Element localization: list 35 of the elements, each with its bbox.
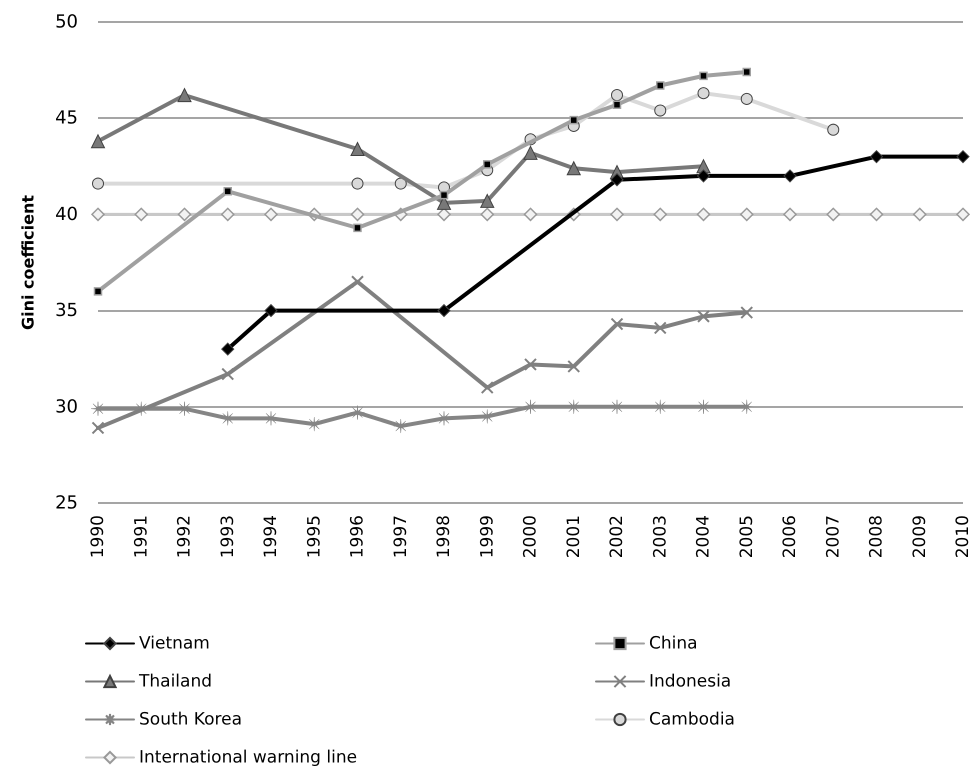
legend-label: Indonesia xyxy=(649,672,732,692)
x-tick-label: 1990 xyxy=(88,515,108,558)
x-tick-label: 1999 xyxy=(477,515,498,558)
x-tick-label: 1998 xyxy=(434,515,454,558)
legend-label: Cambodia xyxy=(649,710,735,730)
y-tick-label: 40 xyxy=(55,204,78,225)
legend-label: Thailand xyxy=(138,672,212,692)
x-tick-label: 1993 xyxy=(218,515,238,558)
x-tick-label: 1992 xyxy=(174,515,194,558)
x-tick-label: 2003 xyxy=(650,515,670,558)
x-tick-label: 2004 xyxy=(694,515,714,558)
y-tick-label: 35 xyxy=(55,300,78,322)
legend-label: South Korea xyxy=(139,710,242,730)
x-tick-label: 1997 xyxy=(390,515,411,558)
x-tick-label: 1991 xyxy=(131,515,152,558)
x-tick-label: 2005 xyxy=(736,515,757,558)
y-tick-label: 45 xyxy=(55,108,78,129)
y-tick-label: 50 xyxy=(55,12,78,32)
x-tick-label: 2010 xyxy=(953,515,973,558)
x-tick-label: 2007 xyxy=(823,515,844,558)
x-tick-label: 2002 xyxy=(607,515,627,558)
x-tick-label: 2000 xyxy=(520,515,540,558)
legend-label: International warning line xyxy=(139,748,358,768)
x-tick-label: 1994 xyxy=(261,515,281,558)
y-tick-label: 30 xyxy=(55,396,78,418)
x-tick-label: 2006 xyxy=(780,515,800,558)
y-tick-label: 25 xyxy=(55,492,78,514)
x-tick-label: 2009 xyxy=(910,515,930,558)
legend-label: Vietnam xyxy=(139,634,210,654)
y-axis-title: Gini coefficient xyxy=(18,194,38,330)
x-tick-label: 1996 xyxy=(348,515,368,558)
legend-label: China xyxy=(649,634,698,654)
x-tick-label: 1995 xyxy=(304,515,324,558)
x-tick-label: 2001 xyxy=(564,515,584,558)
x-tick-label: 2008 xyxy=(866,515,886,558)
